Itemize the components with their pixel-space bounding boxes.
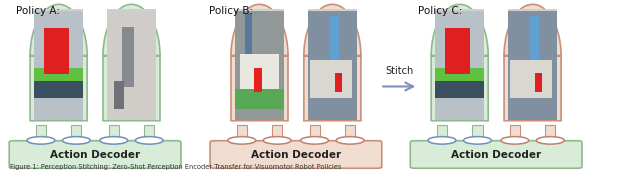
PathPatch shape xyxy=(504,4,561,121)
Bar xyxy=(345,125,355,142)
Bar xyxy=(508,10,557,120)
Circle shape xyxy=(463,137,492,144)
Bar xyxy=(36,125,46,142)
Circle shape xyxy=(263,137,291,144)
FancyBboxPatch shape xyxy=(410,141,582,168)
Circle shape xyxy=(501,137,529,144)
Bar xyxy=(535,73,543,92)
FancyBboxPatch shape xyxy=(210,141,382,168)
Bar xyxy=(34,82,83,98)
Bar xyxy=(445,28,470,74)
Bar xyxy=(244,13,252,54)
Bar xyxy=(44,28,68,74)
Circle shape xyxy=(63,137,90,144)
Bar xyxy=(435,82,484,98)
PathPatch shape xyxy=(103,4,160,121)
Text: Figure 1: Perception Stitching: Zero-Shot Perception Encoder Transfer for Visuom: Figure 1: Perception Stitching: Zero-Sho… xyxy=(10,164,341,170)
Bar xyxy=(310,60,352,98)
Bar xyxy=(330,16,339,60)
Bar xyxy=(435,9,484,120)
Text: Action Decoder: Action Decoder xyxy=(251,150,341,160)
Text: Action Decoder: Action Decoder xyxy=(451,150,541,160)
Circle shape xyxy=(536,137,564,144)
Bar xyxy=(545,125,556,142)
Circle shape xyxy=(135,137,163,144)
Bar xyxy=(435,10,484,120)
Bar xyxy=(235,10,284,120)
PathPatch shape xyxy=(231,4,288,121)
Bar xyxy=(435,68,484,82)
Bar xyxy=(335,73,342,92)
Bar xyxy=(253,68,262,92)
Bar xyxy=(114,82,124,109)
Bar xyxy=(308,9,357,120)
Bar xyxy=(107,10,156,120)
PathPatch shape xyxy=(30,4,87,121)
Bar xyxy=(34,68,83,82)
PathPatch shape xyxy=(431,4,488,121)
Bar xyxy=(308,10,357,120)
Bar xyxy=(107,9,156,120)
Circle shape xyxy=(100,137,128,144)
Bar xyxy=(109,125,119,142)
Bar xyxy=(235,9,284,120)
Circle shape xyxy=(27,137,55,144)
Bar xyxy=(34,9,83,120)
Bar xyxy=(310,125,320,142)
Bar xyxy=(510,125,520,142)
Circle shape xyxy=(336,137,364,144)
PathPatch shape xyxy=(304,4,361,121)
Circle shape xyxy=(301,137,328,144)
Bar xyxy=(510,60,552,98)
Text: Stitch: Stitch xyxy=(385,66,413,76)
Bar xyxy=(437,125,447,142)
Bar xyxy=(237,125,247,142)
Bar xyxy=(240,54,279,92)
Bar xyxy=(272,125,282,142)
Bar xyxy=(530,16,539,60)
FancyBboxPatch shape xyxy=(9,141,181,168)
Text: Action Decoder: Action Decoder xyxy=(50,150,140,160)
Bar xyxy=(144,125,154,142)
Bar xyxy=(34,10,83,120)
Text: Policy A:: Policy A: xyxy=(16,6,60,16)
Bar xyxy=(235,89,284,109)
Text: Policy C:: Policy C: xyxy=(418,6,463,16)
Bar xyxy=(71,125,81,142)
Bar xyxy=(508,9,557,120)
Circle shape xyxy=(428,137,456,144)
Circle shape xyxy=(228,137,256,144)
Text: Policy B:: Policy B: xyxy=(209,6,253,16)
Bar xyxy=(472,125,483,142)
FancyArrowPatch shape xyxy=(383,83,413,90)
Bar xyxy=(122,27,134,87)
